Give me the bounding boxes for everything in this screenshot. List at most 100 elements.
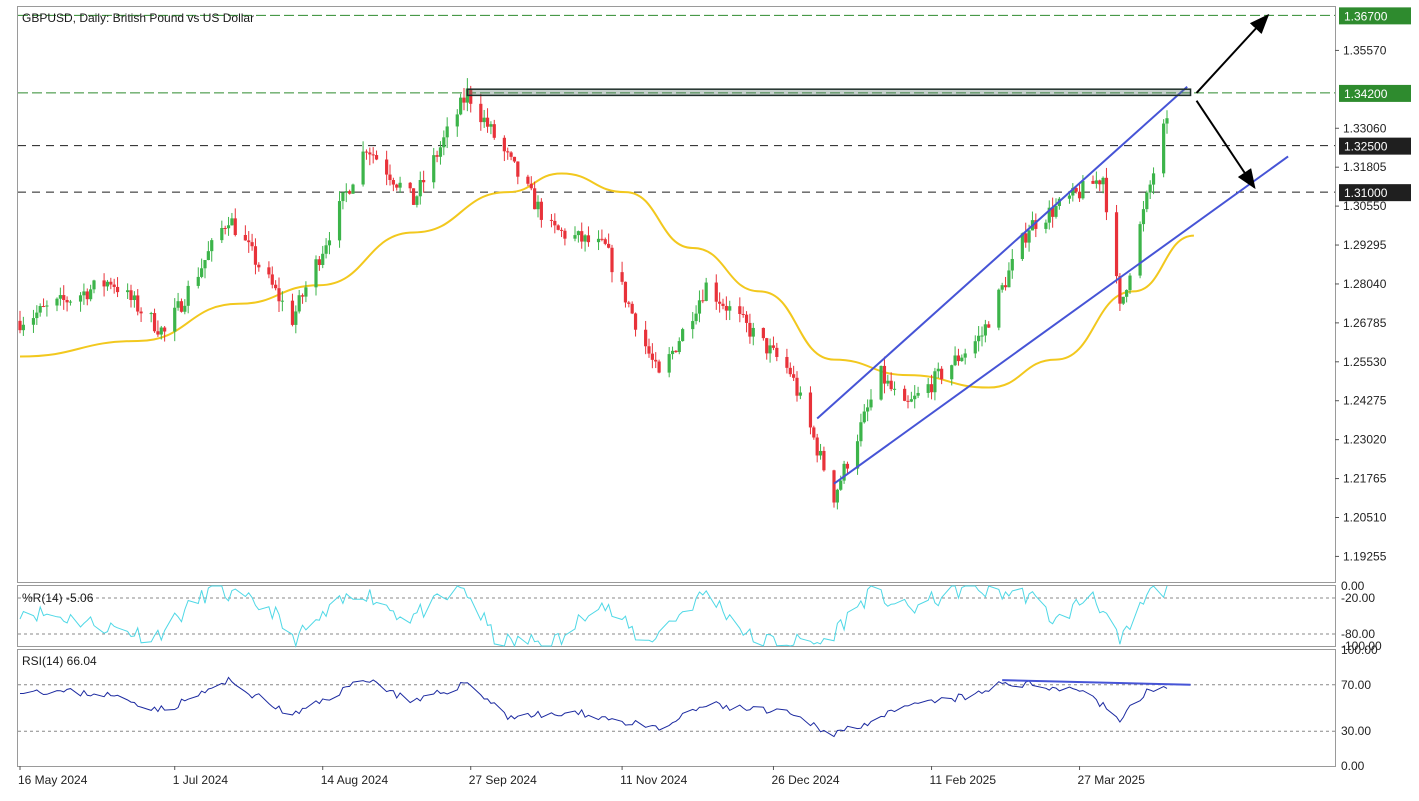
- candle: [163, 326, 167, 342]
- candle: [576, 230, 580, 243]
- candle: [68, 299, 73, 306]
- svg-text:1.32500: 1.32500: [1344, 140, 1388, 154]
- rsi-panel-frame: [17, 649, 1336, 767]
- candle: [112, 278, 116, 294]
- williams-tick-label: 0.00: [1341, 579, 1365, 593]
- candle: [89, 284, 93, 302]
- candle: [909, 391, 913, 403]
- candle: [92, 279, 96, 294]
- rsi-trendline: [1002, 679, 1191, 686]
- candle: [977, 326, 981, 352]
- candle: [364, 149, 369, 160]
- candle: [85, 288, 89, 306]
- candle: [647, 338, 651, 358]
- candle: [559, 227, 564, 238]
- candle: [953, 346, 957, 367]
- candle: [1051, 197, 1055, 228]
- svg-text:1.31000: 1.31000: [1344, 186, 1388, 200]
- candle: [243, 225, 247, 241]
- candle: [1125, 289, 1129, 303]
- candle: [667, 347, 671, 378]
- candle: [768, 338, 772, 363]
- candle: [482, 109, 486, 128]
- candle: [149, 311, 153, 323]
- candle: [391, 177, 395, 192]
- candle: [314, 255, 318, 296]
- candle: [45, 300, 49, 317]
- candle: [563, 228, 567, 246]
- candle: [936, 362, 940, 379]
- candles-layer: [18, 78, 1169, 510]
- candle: [469, 85, 473, 113]
- rsi-tick-label: 0.00: [1341, 759, 1365, 773]
- price-tick-label: 1.33060: [1343, 121, 1387, 135]
- candle: [960, 354, 964, 362]
- candle: [230, 212, 234, 226]
- candle: [58, 287, 62, 306]
- candle: [1077, 182, 1082, 202]
- date-axis-labels: 16 May 2024 1 Jul 2024 14 Aug 2024 27 Sep 2…: [18, 766, 1145, 787]
- candle: [267, 261, 271, 279]
- scenario-arrow-up: [1195, 13, 1270, 94]
- candle: [926, 378, 930, 398]
- date-tick-label: 27 Mar 2025: [1078, 773, 1146, 787]
- candle: [903, 385, 907, 402]
- candle: [337, 191, 342, 248]
- candle: [741, 306, 745, 318]
- candle: [906, 395, 910, 409]
- candle: [580, 222, 584, 249]
- rsi-tick-label: 30.00: [1341, 724, 1371, 738]
- candle: [950, 364, 954, 386]
- candle: [21, 316, 25, 336]
- main-panel-frame: [17, 6, 1336, 583]
- candle: [929, 374, 934, 400]
- candle: [317, 256, 321, 271]
- candle: [728, 300, 732, 321]
- candle: [738, 297, 742, 323]
- candle: [1044, 219, 1048, 234]
- candle: [674, 350, 678, 353]
- candle: [395, 183, 399, 191]
- candle: [1162, 119, 1166, 178]
- candle: [65, 296, 69, 312]
- candle: [630, 301, 634, 315]
- candle: [374, 150, 379, 161]
- candle: [536, 195, 540, 218]
- candle: [136, 289, 140, 316]
- candle: [1071, 183, 1075, 202]
- candle: [270, 266, 274, 289]
- candle: [586, 226, 591, 247]
- candle: [1003, 276, 1008, 291]
- candle: [105, 279, 110, 291]
- candle: [573, 226, 577, 242]
- candle: [445, 117, 449, 149]
- candle: [516, 161, 520, 185]
- candle: [31, 309, 36, 333]
- candle: [489, 121, 493, 135]
- candle: [650, 343, 654, 369]
- candle: [845, 461, 850, 474]
- candle: [997, 288, 1001, 331]
- candle: [1114, 204, 1119, 284]
- candle: [506, 147, 510, 160]
- candle: [1020, 232, 1024, 261]
- candle: [607, 233, 611, 249]
- candle: [176, 292, 180, 311]
- williams-tick-label: -100.00: [1341, 639, 1382, 653]
- candle: [526, 174, 530, 187]
- candle: [1091, 175, 1095, 184]
- candle: [1141, 200, 1146, 232]
- candle: [1098, 179, 1102, 192]
- candle: [432, 147, 436, 189]
- candle: [435, 150, 439, 163]
- rsi-title: RSI(14) 66.04: [22, 654, 97, 668]
- candle: [879, 365, 883, 401]
- candle: [327, 231, 332, 255]
- date-tick-label: 1 Jul 2024: [173, 773, 229, 787]
- candle: [603, 237, 607, 246]
- candle: [862, 404, 866, 424]
- candle: [583, 234, 587, 252]
- candle: [1094, 171, 1098, 189]
- candle: [512, 156, 517, 163]
- candle: [980, 326, 984, 347]
